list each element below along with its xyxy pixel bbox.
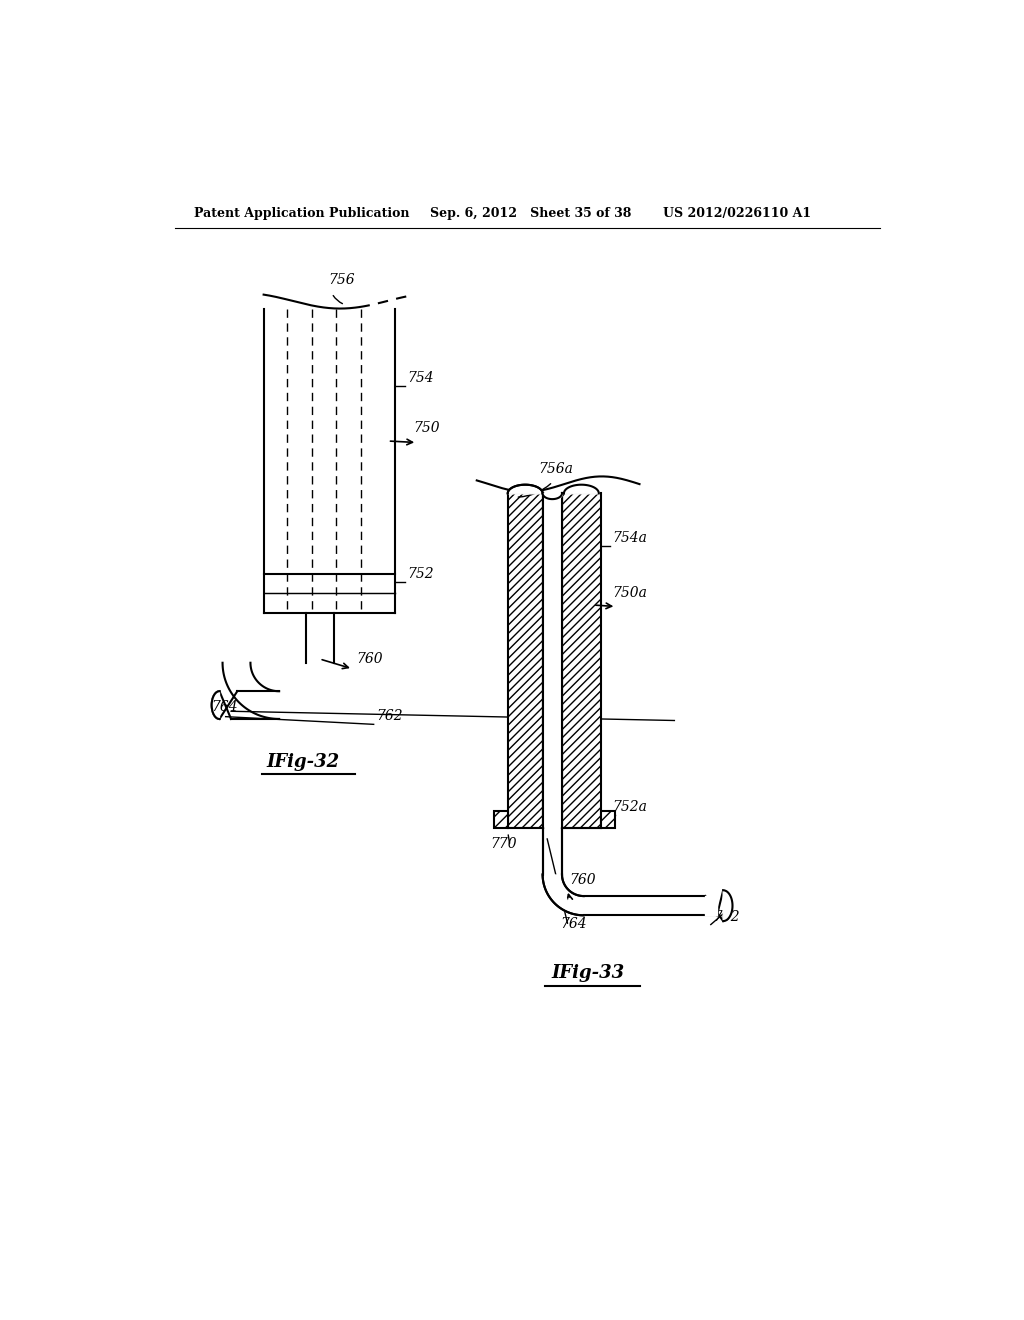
Text: 750: 750 [414,421,440,434]
Polygon shape [508,494,543,829]
Text: Patent Application Publication: Patent Application Publication [194,207,410,220]
Text: 756: 756 [328,273,354,286]
Text: Sep. 6, 2012   Sheet 35 of 38: Sep. 6, 2012 Sheet 35 of 38 [430,207,632,220]
Text: 750a: 750a [612,586,647,601]
Text: 756a: 756a [539,462,573,475]
Polygon shape [212,692,219,719]
Text: 762: 762 [713,909,739,924]
Text: 770: 770 [490,837,517,850]
Text: 752: 752 [407,568,433,581]
Text: IFig-33: IFig-33 [551,965,625,982]
Polygon shape [494,812,508,829]
Text: US 2012/0226110 A1: US 2012/0226110 A1 [663,207,811,220]
Polygon shape [601,812,614,829]
Polygon shape [543,494,562,829]
Text: 754a: 754a [612,531,647,545]
Polygon shape [562,494,601,829]
Text: 760: 760 [356,652,383,665]
Polygon shape [723,890,732,921]
Text: IFig-32: IFig-32 [266,752,339,771]
Text: 764: 764 [560,917,587,932]
Text: 764: 764 [212,700,239,714]
Text: 762: 762 [376,710,402,723]
Text: 760: 760 [569,873,596,887]
Text: 754: 754 [407,371,433,384]
Text: 752a: 752a [612,800,647,814]
